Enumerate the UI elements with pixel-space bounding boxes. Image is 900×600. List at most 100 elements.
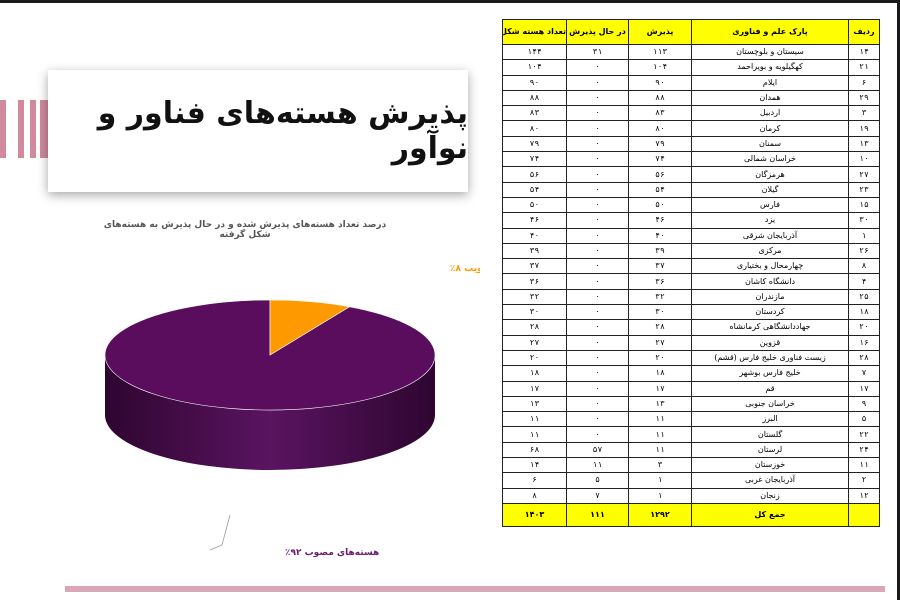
table-cell: ۰ <box>566 319 629 336</box>
table-cell: خراسان شمالی <box>691 151 849 168</box>
table-cell: ۳۲ <box>628 288 692 306</box>
table-cell: ۸۰ <box>628 120 692 137</box>
table-cell: ۲۱ <box>848 59 880 76</box>
table-cell: البرز <box>691 411 849 428</box>
pie-label-approved: هسته‌های مصوب ۹۲٪ <box>285 548 379 558</box>
table-cell: ۲۴ <box>848 441 880 459</box>
total-label: جمع کل <box>691 502 849 527</box>
page-title: پذیرش هسته‌های فناور و نوآور <box>97 96 468 166</box>
table-row: ۱۴ سیستان و بلوچستان ۱۱۳ ۳۱ ۱۴۴ <box>502 43 880 61</box>
table-cell: ۰ <box>566 365 629 382</box>
table-cell: ۱۳ <box>848 135 880 153</box>
table-cell: ۵۰ <box>502 196 567 214</box>
table-cell: ۳ <box>628 457 692 474</box>
table-row: ۲ آذربایجان غربی ۱ ۵ ۶ <box>502 472 880 489</box>
total-cell: ۱۲۹۲ <box>628 502 692 527</box>
table-cell: ۱۰۴ <box>628 59 692 76</box>
table-row: ۱۱ خوزستان ۳ ۱۱ ۱۴ <box>502 457 880 474</box>
table-cell: ۱۱ <box>628 441 692 459</box>
pie-label-pending: هسته‌های در حال تصویب ۸٪ <box>450 264 480 274</box>
table-cell: ۱۸ <box>502 365 567 382</box>
table-cell: ۱۷ <box>502 380 567 397</box>
table-row: ۹ خراسان جنوبی ۱۳ ۰ ۱۳ <box>502 395 880 413</box>
parks-table: ردیف پارک علم و فناوری پذیرش در حال پذیرش تع… <box>502 19 880 527</box>
table-row: ۱۸ کردستان ۳۰ ۰ ۳۰ <box>502 304 880 321</box>
table-cell: ۲۲ <box>848 426 880 443</box>
table-cell: ۲۸ <box>848 349 880 367</box>
table-cell: ۷ <box>566 487 629 504</box>
table-cell: ۱۰ <box>848 151 880 168</box>
table-row: ۲۶ مرکزی ۳۹ ۰ ۳۹ <box>502 242 880 260</box>
decor-bar <box>18 100 24 158</box>
table-cell: ۵۰ <box>628 196 692 214</box>
table-cell: ۱۰۴ <box>502 59 567 76</box>
table-row: ۳۰ یزد ۴۶ ۰ ۴۶ <box>502 212 880 229</box>
table-cell: ۴۶ <box>502 212 567 229</box>
parks-table-container: ردیف پارک علم و فناوری پذیرش در حال پذیرش تع… <box>502 19 880 527</box>
table-row: ۲۲ گلستان ۱۱ ۰ ۱۱ <box>502 426 880 443</box>
table-cell: ۰ <box>566 258 629 275</box>
table-cell: ۰ <box>566 380 629 397</box>
table-cell: مازندران <box>691 288 849 306</box>
table-cell: ۸ <box>848 258 880 275</box>
table-cell: ۴۰ <box>628 227 692 244</box>
table-cell: ۰ <box>566 304 629 321</box>
table-row: ۲۴ لرستان ۱۱ ۵۷ ۶۸ <box>502 441 880 459</box>
table-cell: ۱ <box>628 472 692 489</box>
table-row: ۱۷ قم ۱۷ ۰ ۱۷ <box>502 380 880 397</box>
table-header-row: ردیف پارک علم و فناوری پذیرش در حال پذیرش تع… <box>502 19 880 45</box>
table-cell: یزد <box>691 212 849 229</box>
table-row: ۸ چهارمحال و بختیاری ۳۷ ۰ ۳۷ <box>502 258 880 275</box>
table-cell: ۵ <box>566 472 629 489</box>
table-cell: ۱۱ <box>502 426 567 443</box>
table-total-row: جمع کل ۱۲۹۲ ۱۱۱ ۱۴۰۳ <box>502 502 880 527</box>
table-cell: ۶ <box>848 74 880 91</box>
decor-bar <box>40 100 48 158</box>
chart-title: درصد تعداد هسته‌های پذیرش شده و در حال پ… <box>103 220 387 240</box>
decor-bar <box>0 100 6 158</box>
table-cell: ۵۴ <box>502 181 567 198</box>
table-cell: ۳۰ <box>848 212 880 229</box>
table-row: ۴ دانشگاه کاشان ۳۶ ۰ ۳۶ <box>502 273 880 290</box>
table-row: ۱۹ کرمان ۸۰ ۰ ۸۰ <box>502 120 880 137</box>
table-cell: ۱۳ <box>628 395 692 413</box>
table-cell: ۳۱ <box>566 43 629 61</box>
table-row: ۵ البرز ۱۱ ۰ ۱۱ <box>502 411 880 428</box>
total-cell: ۱۱۱ <box>566 502 629 527</box>
table-cell: ۳۰ <box>502 304 567 321</box>
table-cell: ۲۰ <box>628 349 692 367</box>
table-cell: زیست فناوری خلیج فارس (قشم) <box>691 349 849 367</box>
pie-chart: هسته‌های مصوب ۹۲٪ هسته‌های در حال تصویب ۸… <box>104 264 480 558</box>
table-cell: ۸۸ <box>502 89 567 107</box>
table-row: ۲۸ زیست فناوری خلیج فارس (قشم) ۲۰ ۰ ۲۰ <box>502 349 880 367</box>
table-cell: ۳۷ <box>502 258 567 275</box>
table-cell: ۲۰ <box>848 319 880 336</box>
table-cell: ۹۰ <box>628 74 692 91</box>
table-cell: ۰ <box>566 135 629 153</box>
table-cell: دانشگاه کاشان <box>691 273 849 290</box>
table-cell: قم <box>691 380 849 397</box>
table-row: ۱ آذربایجان شرقی ۴۰ ۰ ۴۰ <box>502 227 880 244</box>
table-cell: ۱ <box>628 487 692 504</box>
table-cell: ۲۹ <box>848 89 880 107</box>
table-cell: ۰ <box>566 196 629 214</box>
table-cell: ۲۷ <box>628 334 692 351</box>
table-cell: ۱۸ <box>628 365 692 382</box>
table-cell: ۰ <box>566 411 629 428</box>
table-cell: ۱۴ <box>502 457 567 474</box>
table-cell: ۱۶ <box>848 334 880 351</box>
table-cell: قزوین <box>691 334 849 351</box>
pie-leader-line <box>209 514 231 551</box>
table-row: ۲۱ کهگیلویه و بویراحمد ۱۰۴ ۰ ۱۰۴ <box>502 59 880 76</box>
table-cell: ۰ <box>566 59 629 76</box>
table-cell: ۳۰ <box>628 304 692 321</box>
table-cell: جهاددانشگاهی کرمانشاه <box>691 319 849 336</box>
table-cell: خراسان جنوبی <box>691 395 849 413</box>
total-cell <box>848 502 880 527</box>
pie-slice-pending <box>269 299 351 356</box>
table-cell: ۴۶ <box>628 212 692 229</box>
table-cell: ۱۵ <box>848 196 880 214</box>
table-cell: ۱۱ <box>628 426 692 443</box>
table-cell: ۲ <box>848 472 880 489</box>
column-header: پذیرش <box>628 19 692 45</box>
